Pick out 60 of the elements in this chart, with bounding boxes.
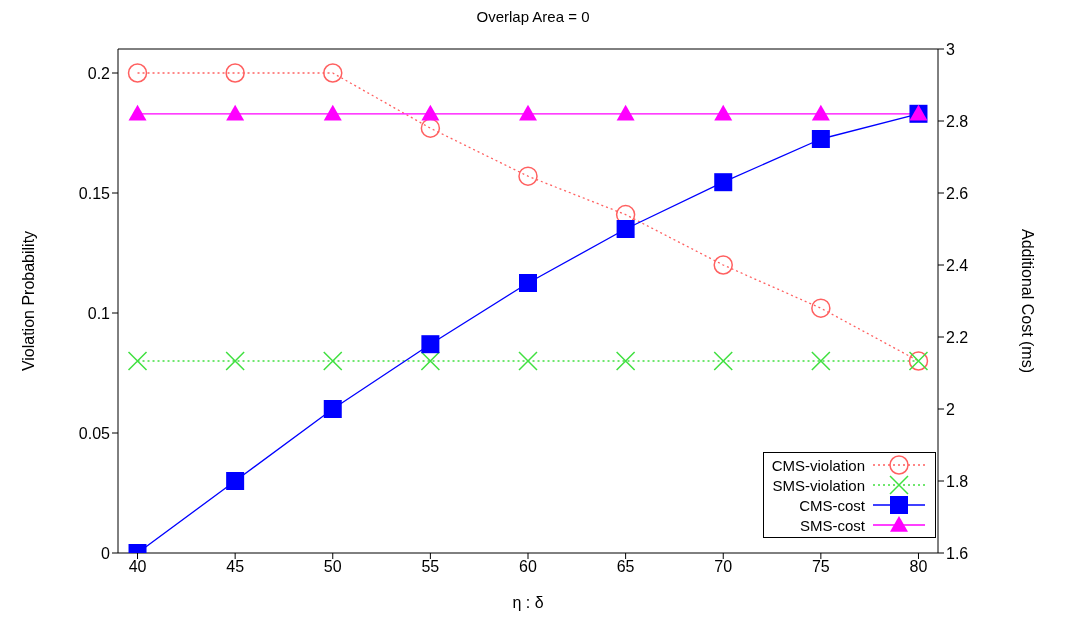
y2-axis-title: Additional Cost (ms): [1019, 228, 1037, 374]
legend-label: CMS-cost: [799, 496, 865, 514]
point: [714, 104, 733, 121]
point: [811, 130, 830, 148]
chart-title: Overlap Area = 0: [475, 8, 591, 27]
point: [225, 63, 245, 83]
x-tick-label: 80: [909, 558, 928, 576]
point: [714, 173, 733, 192]
x-tick-label: 60: [519, 558, 537, 576]
point: [713, 351, 733, 371]
point: [225, 351, 245, 371]
y-tick-label: 0.15: [78, 184, 111, 202]
y2-tick-label: 2: [946, 400, 955, 418]
point: [226, 104, 245, 121]
point: [127, 63, 148, 83]
legend-label: CMS-violation: [771, 456, 865, 474]
point: [616, 104, 635, 121]
y2-tick-label: 1.6: [946, 544, 969, 562]
x-tick-label: 65: [616, 558, 635, 576]
x-tick-label: 50: [323, 558, 342, 576]
point: [420, 118, 441, 138]
y2-tick-label: 1.8: [946, 472, 969, 490]
x-tick-label: 45: [226, 558, 245, 576]
point: [323, 63, 343, 83]
x-tick-label: 70: [714, 558, 733, 576]
point: [323, 400, 342, 418]
x-axis-title: η : δ: [512, 594, 544, 611]
point: [420, 351, 441, 371]
legend-label: SMS-violation: [772, 476, 865, 494]
point: [713, 255, 733, 275]
point: [615, 351, 636, 371]
legend-label: SMS-cost: [799, 516, 865, 534]
y2-tick-label: 2.8: [946, 112, 969, 130]
point: [323, 351, 343, 371]
point: [226, 472, 245, 490]
y2-tick-label: 2.4: [946, 256, 969, 274]
y-axis-title: Violation Probability: [19, 230, 37, 372]
y2-tick-label: 3: [946, 40, 955, 58]
y2-tick-label: 2.2: [946, 328, 969, 346]
point: [518, 351, 538, 371]
y-tick-label: 0: [101, 544, 111, 562]
point: [421, 104, 440, 121]
y2-tick-label: 2.6: [946, 184, 969, 202]
point: [421, 335, 440, 354]
point: [127, 351, 148, 371]
y-tick-label: 0.1: [87, 304, 111, 322]
point: [811, 298, 831, 318]
point: [616, 220, 635, 238]
point: [811, 351, 831, 371]
y-tick-label: 0.05: [78, 424, 111, 442]
point: [811, 104, 830, 121]
point: [519, 274, 537, 292]
x-tick-label: 55: [421, 558, 440, 576]
point: [518, 166, 538, 186]
point: [323, 104, 342, 121]
point: [519, 104, 537, 121]
x-tick-label: 40: [128, 558, 147, 576]
y-tick-label: 0.2: [87, 64, 111, 82]
x-tick-label: 75: [811, 558, 830, 576]
point: [128, 104, 147, 121]
